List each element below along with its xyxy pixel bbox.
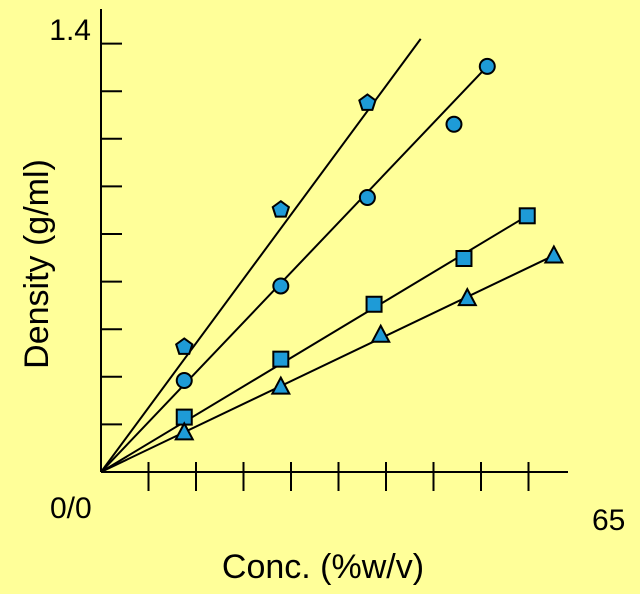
- fit-lines: [100, 38, 555, 473]
- fit-line-circle: [100, 65, 489, 473]
- data-point-circle: [445, 115, 463, 133]
- data-point-triangle: [370, 323, 391, 343]
- data-point-circle: [478, 57, 496, 75]
- data-point-square: [272, 350, 290, 368]
- data-point-pentagon: [271, 199, 291, 218]
- data-point-pentagon: [358, 93, 377, 111]
- data-point-triangle: [457, 287, 478, 307]
- data-markers: [174, 57, 565, 441]
- data-point-pentagon: [174, 337, 194, 355]
- data-point-square: [365, 295, 383, 313]
- data-point-triangle: [543, 244, 565, 264]
- x-tick-label-min: 0/0: [50, 492, 92, 525]
- y-tick-label-max: 1.4: [49, 14, 91, 47]
- x-axis-label: Conc. (%w/v): [222, 548, 424, 586]
- axes: [100, 9, 568, 473]
- data-point-square: [518, 207, 536, 225]
- data-point-circle: [358, 189, 376, 206]
- fit-line-pentagon: [100, 38, 422, 473]
- fit-line-triangle: [100, 254, 555, 473]
- x-tick-label-max: 65: [592, 504, 625, 537]
- data-point-circle: [272, 277, 290, 295]
- y-axis-label: Density (g/ml): [18, 159, 56, 369]
- data-point-circle: [175, 372, 193, 389]
- data-point-square: [455, 250, 473, 267]
- axis-ticks: [101, 42, 530, 491]
- data-point-triangle: [174, 421, 195, 441]
- data-point-triangle: [270, 375, 291, 395]
